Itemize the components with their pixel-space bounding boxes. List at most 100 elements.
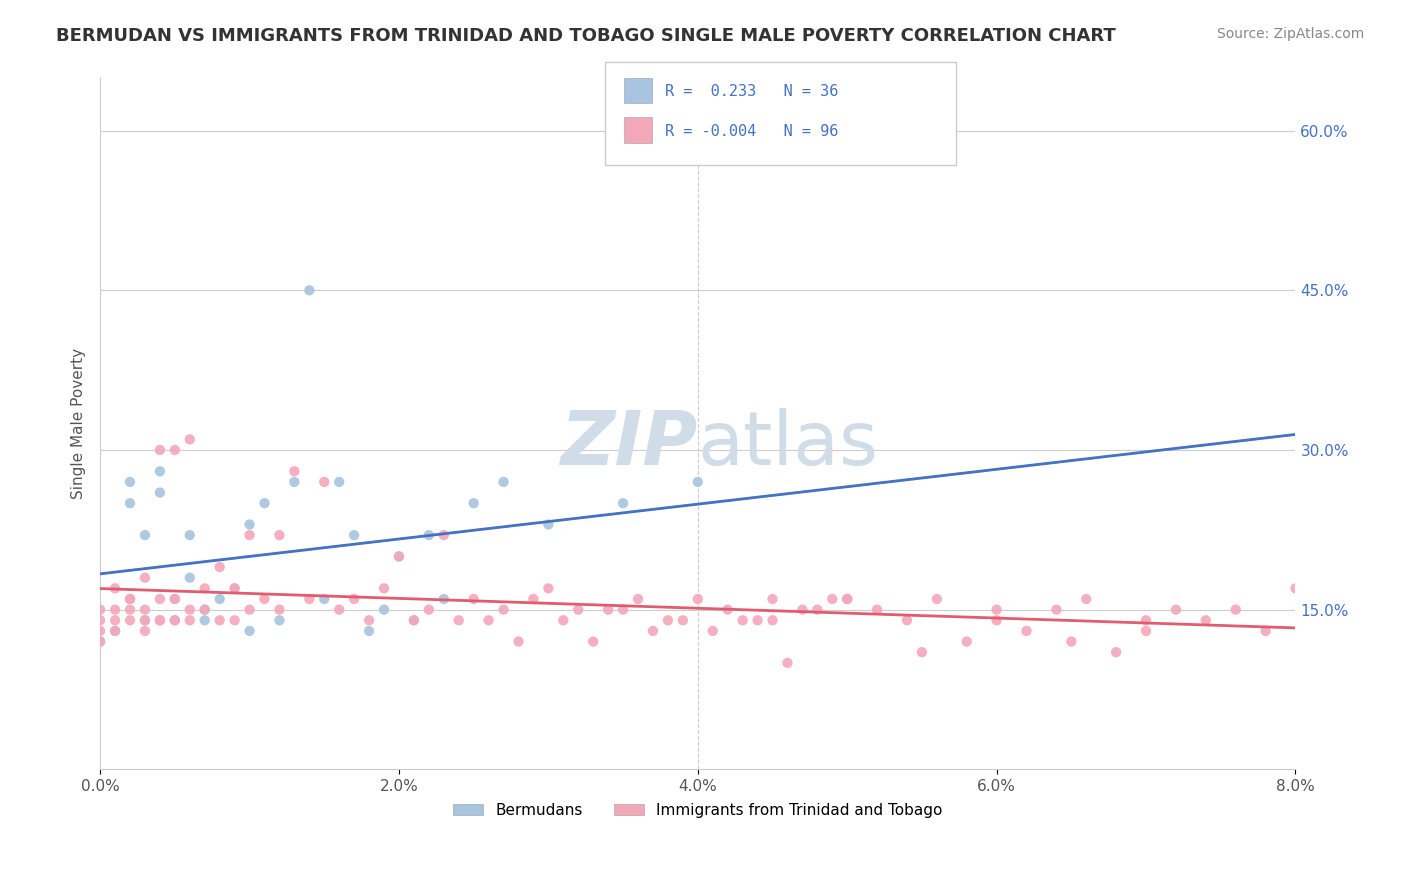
Point — [328, 602, 350, 616]
Point — [134, 571, 156, 585]
Point — [314, 592, 336, 607]
Point — [179, 613, 201, 627]
Point — [792, 602, 814, 616]
Point — [179, 602, 201, 616]
Point — [761, 592, 783, 607]
Point — [598, 602, 620, 616]
Point — [1045, 602, 1067, 616]
Point — [1015, 624, 1038, 638]
Point — [433, 528, 456, 542]
Point — [208, 592, 231, 607]
Point — [896, 613, 918, 627]
Point — [686, 592, 709, 607]
Point — [478, 613, 501, 627]
Point — [238, 602, 260, 616]
Point — [612, 496, 634, 510]
Point — [163, 592, 186, 607]
Point — [118, 592, 141, 607]
Point — [463, 496, 485, 510]
Y-axis label: Single Male Poverty: Single Male Poverty — [72, 348, 86, 499]
Point — [283, 464, 305, 478]
Point — [194, 613, 217, 627]
Point — [657, 613, 679, 627]
Point — [612, 602, 634, 616]
Point — [118, 592, 141, 607]
Point — [747, 613, 769, 627]
Point — [298, 283, 321, 297]
Point — [238, 517, 260, 532]
Point — [433, 592, 456, 607]
Point — [373, 602, 395, 616]
Point — [134, 613, 156, 627]
Point — [553, 613, 575, 627]
Point — [104, 602, 127, 616]
Point — [492, 602, 515, 616]
Point — [866, 602, 889, 616]
Point — [118, 475, 141, 489]
Point — [1076, 592, 1098, 607]
Point — [163, 613, 186, 627]
Point — [567, 602, 589, 616]
Point — [702, 624, 724, 638]
Point — [343, 528, 366, 542]
Point — [1164, 602, 1187, 616]
Point — [134, 624, 156, 638]
Point — [925, 592, 948, 607]
Point — [418, 602, 440, 616]
Point — [269, 602, 291, 616]
Point — [359, 624, 381, 638]
Point — [761, 613, 783, 627]
Point — [359, 613, 381, 627]
Point — [118, 602, 141, 616]
Point — [194, 602, 217, 616]
Point — [179, 433, 201, 447]
Point — [418, 528, 440, 542]
Point — [986, 602, 1008, 616]
Point — [1284, 582, 1306, 596]
Point — [194, 582, 217, 596]
Point — [149, 613, 172, 627]
Point — [208, 613, 231, 627]
Point — [238, 528, 260, 542]
Point — [208, 560, 231, 574]
Point — [179, 571, 201, 585]
Point — [537, 517, 560, 532]
Point — [1195, 613, 1218, 627]
Point — [269, 528, 291, 542]
Point — [672, 613, 695, 627]
Point — [1225, 602, 1247, 616]
Point — [522, 592, 544, 607]
Text: atlas: atlas — [697, 408, 879, 481]
Point — [134, 528, 156, 542]
Point — [224, 613, 246, 627]
Point — [1060, 634, 1083, 648]
Point — [641, 624, 664, 638]
Point — [821, 592, 844, 607]
Point — [118, 496, 141, 510]
Point — [627, 592, 650, 607]
Point — [911, 645, 934, 659]
Point — [179, 528, 201, 542]
Point — [314, 475, 336, 489]
Point — [298, 592, 321, 607]
Point — [582, 634, 605, 648]
Point — [492, 475, 515, 489]
Point — [806, 602, 828, 616]
Point — [956, 634, 979, 648]
Point — [149, 592, 172, 607]
Point — [253, 592, 276, 607]
Point — [104, 624, 127, 638]
Point — [163, 592, 186, 607]
Text: R =  0.233   N = 36: R = 0.233 N = 36 — [665, 85, 838, 99]
Point — [1135, 613, 1157, 627]
Point — [89, 613, 111, 627]
Point — [149, 464, 172, 478]
Point — [118, 613, 141, 627]
Point — [134, 602, 156, 616]
Text: Source: ZipAtlas.com: Source: ZipAtlas.com — [1216, 27, 1364, 41]
Point — [686, 475, 709, 489]
Point — [104, 613, 127, 627]
Point — [104, 582, 127, 596]
Point — [537, 582, 560, 596]
Point — [388, 549, 411, 564]
